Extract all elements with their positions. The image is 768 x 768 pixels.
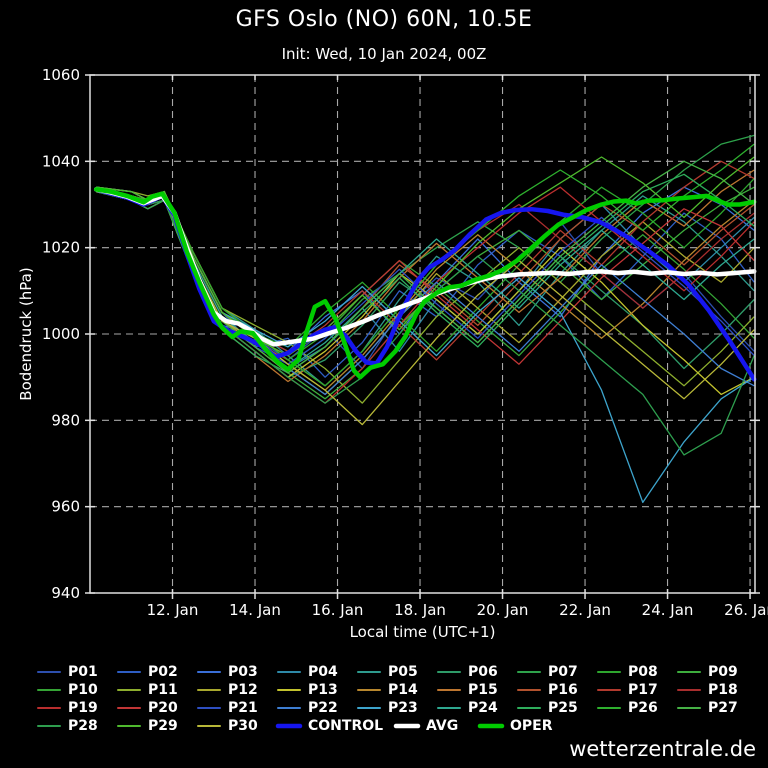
legend-label-P09: P09 xyxy=(708,664,738,680)
legend-label-CONTROL: CONTROL xyxy=(308,718,383,734)
legend-label-P11: P11 xyxy=(148,682,178,698)
legend-label-P13: P13 xyxy=(308,682,338,698)
legend-label-P23: P23 xyxy=(388,700,418,716)
legend-label-P20: P20 xyxy=(148,700,178,716)
legend-label-P01: P01 xyxy=(68,664,98,680)
legend-label-P25: P25 xyxy=(548,700,578,716)
x-tick-label: 12. Jan xyxy=(147,601,199,619)
legend-label-P08: P08 xyxy=(628,664,658,680)
legend-label-AVG: AVG xyxy=(426,718,458,734)
legend-label-P12: P12 xyxy=(228,682,258,698)
x-axis-title: Local time (UTC+1) xyxy=(349,623,496,641)
x-tick-label: 20. Jan xyxy=(477,601,529,619)
y-tick-label: 940 xyxy=(51,584,80,602)
y-tick-label: 1020 xyxy=(42,239,80,257)
series-OPER xyxy=(93,187,757,380)
y-tick-label: 1000 xyxy=(42,325,80,343)
legend-label-P07: P07 xyxy=(548,664,578,680)
x-tick-label: 26. Jan xyxy=(724,601,768,619)
legend-label-P26: P26 xyxy=(628,700,658,716)
x-tick-label: 22. Jan xyxy=(559,601,611,619)
legend-label-P15: P15 xyxy=(468,682,498,698)
legend-label-P24: P24 xyxy=(468,700,498,716)
legend-label-P28: P28 xyxy=(68,718,98,734)
chart-subtitle: Init: Wed, 10 Jan 2024, 00Z xyxy=(281,45,487,63)
legend-label-P30: P30 xyxy=(228,718,258,734)
legend-label-P14: P14 xyxy=(388,682,418,698)
legend-label-P19: P19 xyxy=(68,700,98,716)
y-tick-label: 960 xyxy=(51,498,80,516)
legend-label-P02: P02 xyxy=(148,664,178,680)
y-tick-label: 1060 xyxy=(42,66,80,84)
legend-label-OPER: OPER xyxy=(510,718,553,734)
y-tick-label: 980 xyxy=(51,411,80,429)
legend-label-P06: P06 xyxy=(468,664,498,680)
legend-label-P10: P10 xyxy=(68,682,98,698)
legend-label-P16: P16 xyxy=(548,682,578,698)
y-tick-label: 1040 xyxy=(42,152,80,170)
series-P28 xyxy=(96,190,755,456)
legend-label-P03: P03 xyxy=(228,664,258,680)
series-P23 xyxy=(96,186,755,504)
legend-label-P29: P29 xyxy=(148,718,178,734)
series-P22 xyxy=(96,190,755,396)
watermark-text: wetterzentrale.de xyxy=(569,737,756,761)
series-CONTROL xyxy=(93,187,757,382)
x-tick-label: 18. Jan xyxy=(394,601,446,619)
x-tick-label: 24. Jan xyxy=(642,601,694,619)
legend-label-P22: P22 xyxy=(308,700,338,716)
legend-label-P18: P18 xyxy=(708,682,738,698)
legend-label-P04: P04 xyxy=(308,664,338,680)
legend-label-P27: P27 xyxy=(708,700,738,716)
x-tick-label: 14. Jan xyxy=(229,601,281,619)
legend-label-P05: P05 xyxy=(388,664,418,680)
legend-label-P21: P21 xyxy=(228,700,258,716)
page-title: GFS Oslo (NO) 60N, 10.5E xyxy=(235,7,533,32)
x-tick-label: 16. Jan xyxy=(312,601,364,619)
legend-label-P17: P17 xyxy=(628,682,658,698)
